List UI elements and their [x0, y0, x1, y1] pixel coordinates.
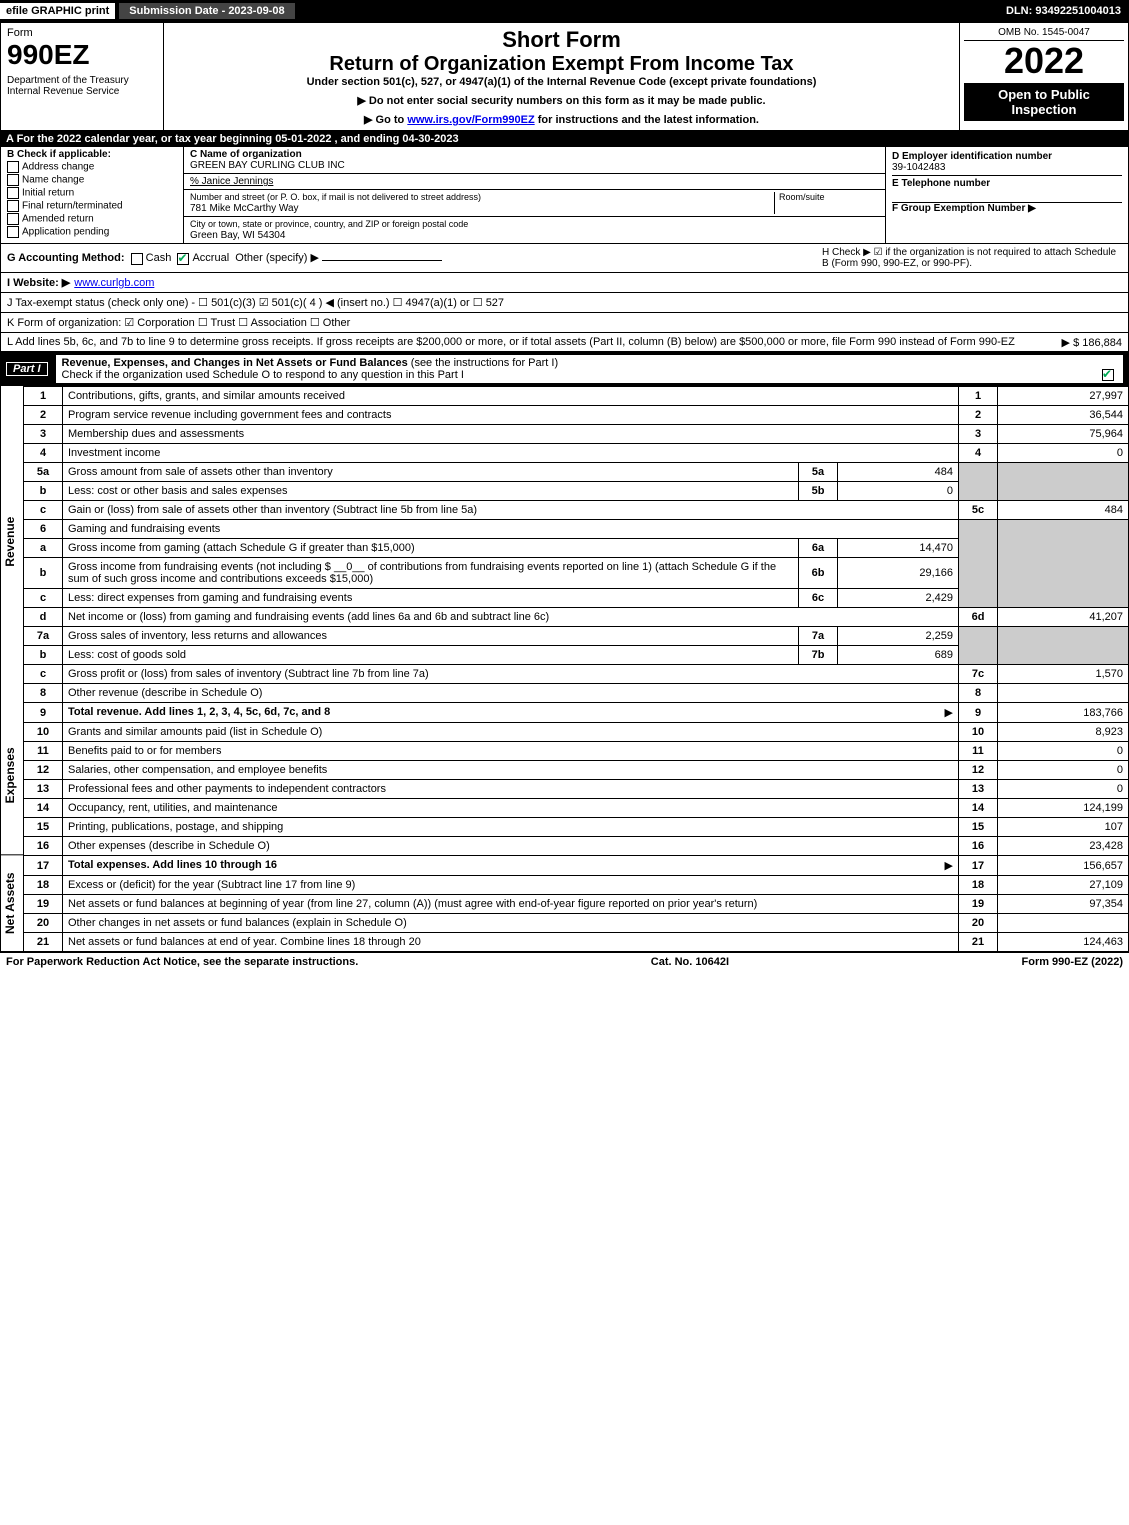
top-bar: efile GRAPHIC print Submission Date - 20… — [0, 0, 1129, 22]
ck-accrual[interactable] — [177, 253, 189, 265]
return-title: Return of Organization Exempt From Incom… — [170, 53, 953, 76]
goto-pre: ▶ Go to — [364, 114, 407, 126]
form-word: Form — [7, 27, 157, 39]
expenses-vlabel: Expenses — [1, 697, 23, 855]
row-gh: G Accounting Method: Cash Accrual Other … — [0, 244, 1129, 273]
c-label: C Name of organization — [190, 149, 302, 160]
e-label: E Telephone number — [892, 178, 990, 189]
line-a: A For the 2022 calendar year, or tax yea… — [0, 131, 1129, 147]
omb-year-block: OMB No. 1545-0047 2022 Open to Public In… — [959, 23, 1128, 130]
room-label: Room/suite — [779, 192, 825, 202]
g-block: G Accounting Method: Cash Accrual Other … — [7, 251, 442, 264]
form-id-block: Form 990EZ Department of the Treasury In… — [1, 23, 164, 130]
part1-header: Part I Revenue, Expenses, and Changes in… — [0, 352, 1129, 386]
short-form-title: Short Form — [170, 27, 953, 53]
open-public: Open to Public Inspection — [964, 83, 1124, 121]
care-of: % Janice Jennings — [190, 176, 273, 187]
ck-name[interactable]: Name change — [7, 174, 177, 186]
submission-date: Submission Date - 2023-09-08 — [119, 3, 294, 19]
ck-cash[interactable] — [131, 253, 143, 265]
dept-label: Department of the Treasury Internal Reve… — [7, 75, 157, 97]
g-label: G Accounting Method: — [7, 252, 125, 264]
revenue-vlabel: Revenue — [1, 386, 23, 697]
ein: 39-1042483 — [892, 162, 945, 173]
form-number: 990EZ — [7, 39, 157, 71]
b-label: B Check if applicable: — [7, 149, 111, 160]
form-title-block: Short Form Return of Organization Exempt… — [164, 23, 959, 130]
goto-post: for instructions and the latest informat… — [535, 114, 759, 126]
street: 781 Mike McCarthy Way — [190, 203, 299, 214]
part1-scho-check[interactable] — [1102, 369, 1114, 381]
part1-title: Revenue, Expenses, and Changes in Net As… — [56, 355, 1123, 383]
ck-amended[interactable]: Amended return — [7, 213, 177, 225]
row-l: L Add lines 5b, 6c, and 7b to line 9 to … — [0, 333, 1129, 352]
c-name-row: C Name of organization GREEN BAY CURLING… — [184, 147, 885, 174]
org-name: GREEN BAY CURLING CLUB INC — [190, 160, 345, 171]
efile-print-button[interactable]: efile GRAPHIC print — [0, 3, 115, 19]
tax-year: 2022 — [964, 43, 1124, 79]
footer-left: For Paperwork Reduction Act Notice, see … — [6, 956, 358, 968]
k-text: K Form of organization: ☑ Corporation ☐ … — [7, 316, 350, 329]
ssn-warning: ▶ Do not enter social security numbers o… — [170, 94, 953, 107]
ck-address[interactable]: Address change — [7, 161, 177, 173]
goto-line: ▶ Go to www.irs.gov/Form990EZ for instru… — [170, 113, 953, 126]
d-label: D Employer identification number — [892, 151, 1052, 162]
c-street-row: Number and street (or P. O. box, if mail… — [184, 190, 885, 217]
street-label: Number and street (or P. O. box, if mail… — [190, 192, 481, 202]
ck-initial[interactable]: Initial return — [7, 187, 177, 199]
page-footer: For Paperwork Reduction Act Notice, see … — [0, 952, 1129, 971]
ck-pending[interactable]: Application pending — [7, 226, 177, 238]
under-section: Under section 501(c), 527, or 4947(a)(1)… — [170, 76, 953, 88]
col-c: C Name of organization GREEN BAY CURLING… — [184, 147, 886, 243]
j-text: J Tax-exempt status (check only one) - ☐… — [7, 296, 504, 309]
city-label: City or town, state or province, country… — [190, 219, 468, 229]
part1-num: Part I — [6, 362, 48, 376]
dln: DLN: 93492251004013 — [1006, 5, 1129, 17]
l-val: ▶ $ 186,884 — [1062, 336, 1122, 349]
c-city-row: City or town, state or province, country… — [184, 217, 885, 243]
ck-final[interactable]: Final return/terminated — [7, 200, 177, 212]
col-b: B Check if applicable: Address change Na… — [1, 147, 184, 243]
col-def: D Employer identification number39-10424… — [886, 147, 1128, 243]
l-text: L Add lines 5b, 6c, and 7b to line 9 to … — [7, 336, 1015, 348]
row-i: I Website: ▶ www.curlgb.com — [0, 273, 1129, 293]
part1-check: Check if the organization used Schedule … — [62, 369, 464, 381]
omb-number: OMB No. 1545-0047 — [964, 27, 1124, 41]
row-k: K Form of organization: ☑ Corporation ☐ … — [0, 313, 1129, 333]
i-label: I Website: ▶ — [7, 276, 70, 289]
h-block: H Check ▶ ☑ if the organization is not r… — [822, 247, 1122, 269]
g-other: Other (specify) ▶ — [235, 252, 319, 264]
financial-table: Revenue Expenses Net Assets 1Contributio… — [0, 386, 1129, 952]
footer-mid: Cat. No. 10642I — [651, 956, 729, 968]
lines-table: 1Contributions, gifts, grants, and simil… — [23, 386, 1129, 952]
netassets-vlabel: Net Assets — [1, 855, 23, 952]
website-link[interactable]: www.curlgb.com — [74, 277, 154, 289]
footer-right: Form 990-EZ (2022) — [1022, 956, 1123, 968]
f-label: F Group Exemption Number ▶ — [892, 203, 1036, 214]
c-pct-row: % Janice Jennings — [184, 174, 885, 190]
irs-link[interactable]: www.irs.gov/Form990EZ — [407, 114, 534, 126]
city-val: Green Bay, WI 54304 — [190, 230, 285, 241]
row-j: J Tax-exempt status (check only one) - ☐… — [0, 293, 1129, 313]
form-header: Form 990EZ Department of the Treasury In… — [0, 22, 1129, 131]
block-bcdef: B Check if applicable: Address change Na… — [0, 147, 1129, 244]
